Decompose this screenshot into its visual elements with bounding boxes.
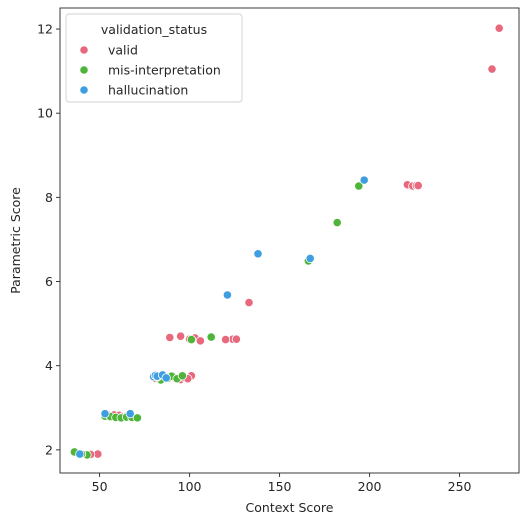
data-point-hallucination <box>305 253 315 263</box>
x-tick-label: 100 <box>178 479 202 494</box>
data-point-valid <box>487 64 497 74</box>
y-tick-label: 6 <box>45 274 53 289</box>
data-point-hallucination <box>359 175 369 185</box>
legend-marker-hallucination <box>79 85 89 95</box>
data-point-mis-interpretation <box>186 335 196 345</box>
legend-marker-mis-interpretation <box>79 65 89 75</box>
x-tick-label: 150 <box>268 479 292 494</box>
y-tick-label: 4 <box>45 358 53 373</box>
legend-label-hallucination: hallucination <box>108 83 188 98</box>
legend-label-valid: valid <box>108 43 138 58</box>
data-points <box>69 23 504 460</box>
data-point-valid <box>176 331 186 341</box>
y-tick-label: 2 <box>45 442 53 457</box>
legend: validation_status valid mis-interpretatio… <box>65 13 243 103</box>
data-point-valid <box>231 334 241 344</box>
data-point-valid <box>494 23 504 33</box>
y-tick-label: 8 <box>45 190 53 205</box>
data-point-mis-interpretation <box>354 181 364 191</box>
data-point-hallucination <box>253 249 263 259</box>
data-point-valid <box>413 180 423 191</box>
x-tick-label: 50 <box>92 479 108 494</box>
y-axis-label: Parametric Score <box>8 187 23 294</box>
data-point-hallucination <box>100 409 110 419</box>
x-axis-label: Context Score <box>246 500 334 515</box>
x-tick-label: 200 <box>358 479 382 494</box>
data-point-valid <box>244 297 254 308</box>
data-point-hallucination <box>75 449 85 459</box>
data-point-hallucination <box>222 290 232 300</box>
data-point-mis-interpretation <box>177 371 187 381</box>
data-point-hallucination <box>125 409 135 419</box>
data-point-valid <box>165 332 175 343</box>
legend-label-mis-interpretation: mis-interpretation <box>108 63 221 78</box>
data-point-valid <box>221 335 231 345</box>
legend-entries: valid mis-interpretation hallucination <box>79 43 221 98</box>
legend-box <box>65 13 243 103</box>
data-point-valid <box>195 336 205 346</box>
y-tick-label: 12 <box>37 22 53 37</box>
data-point-hallucination <box>161 373 171 383</box>
data-point-mis-interpretation <box>332 218 342 228</box>
x-tick-label: 250 <box>448 479 472 494</box>
legend-title: validation_status <box>101 22 207 37</box>
legend-marker-valid <box>79 45 89 55</box>
y-tick-label: 10 <box>37 106 53 121</box>
data-point-mis-interpretation <box>132 413 142 423</box>
axis-ticks: 50 100 150 200 250 2 4 6 8 10 12 <box>37 22 471 494</box>
data-point-mis-interpretation <box>206 332 216 342</box>
